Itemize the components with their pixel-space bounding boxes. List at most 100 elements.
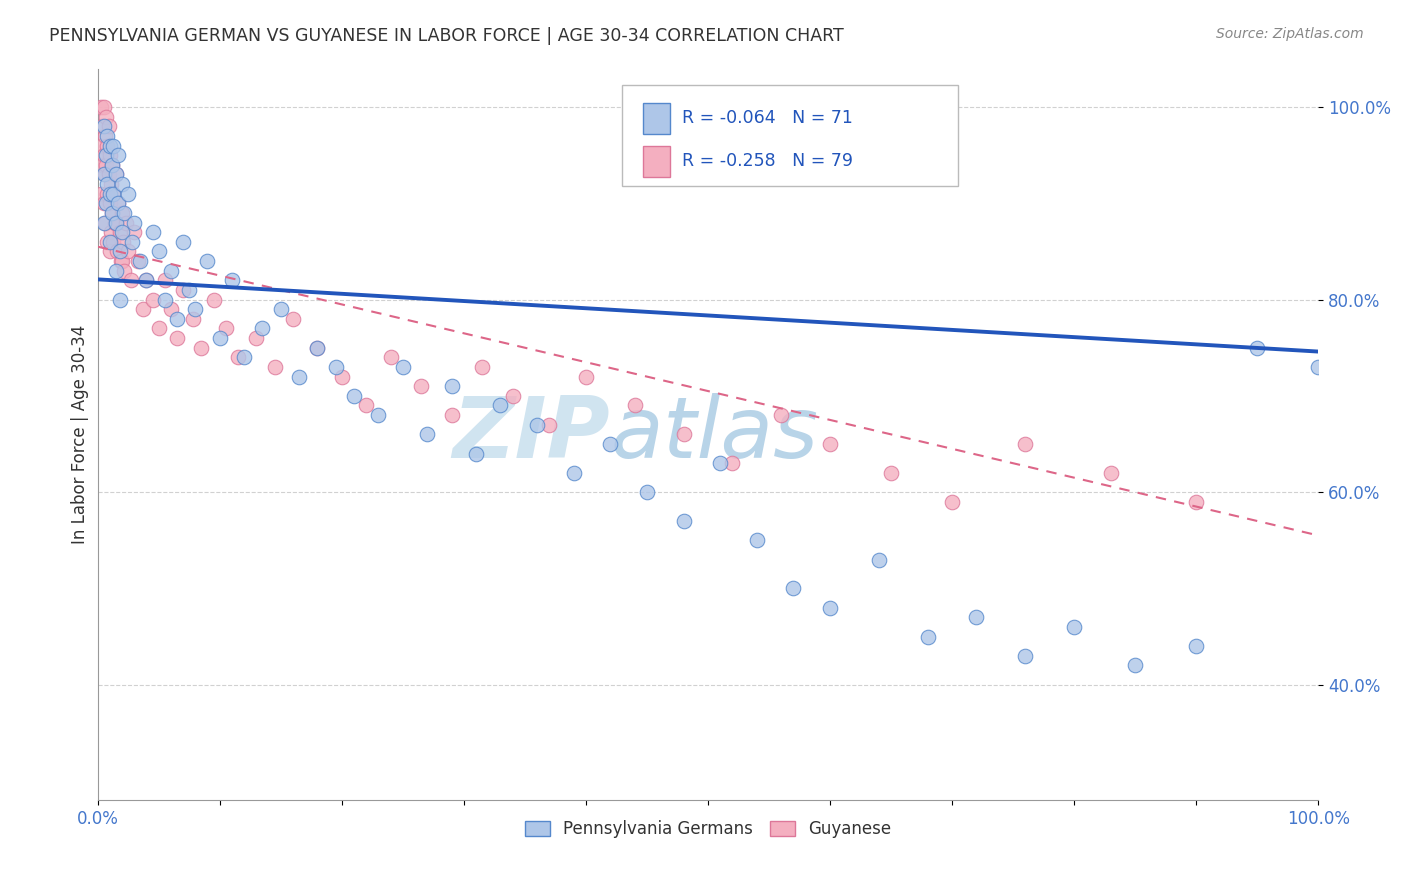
Point <box>471 359 494 374</box>
Point <box>94 148 117 162</box>
Point <box>202 293 225 307</box>
Bar <box>643 103 671 134</box>
Point <box>672 427 695 442</box>
Point <box>221 273 243 287</box>
Point <box>107 196 129 211</box>
Legend: Pennsylvania Germans, Guyanese: Pennsylvania Germans, Guyanese <box>517 814 898 845</box>
Point <box>941 495 963 509</box>
Point <box>159 263 181 277</box>
Point <box>110 254 132 268</box>
Point <box>114 216 136 230</box>
Point <box>172 235 194 249</box>
Point <box>135 273 157 287</box>
Point <box>93 168 115 182</box>
Text: R = -0.258   N = 79: R = -0.258 N = 79 <box>682 153 853 170</box>
Point <box>391 359 413 374</box>
Point <box>111 254 134 268</box>
Point <box>1063 620 1085 634</box>
Point <box>575 369 598 384</box>
Point <box>721 456 744 470</box>
Point <box>101 158 124 172</box>
Point <box>104 168 127 182</box>
Point <box>98 235 121 249</box>
Point <box>100 225 122 239</box>
Point <box>868 552 890 566</box>
Text: Source: ZipAtlas.com: Source: ZipAtlas.com <box>1216 27 1364 41</box>
Point <box>93 148 115 162</box>
Point <box>190 341 212 355</box>
Point <box>93 196 115 211</box>
Point <box>526 417 548 432</box>
Point <box>416 427 439 442</box>
Point <box>93 100 115 114</box>
Point <box>111 225 134 239</box>
Point <box>98 244 121 259</box>
Point <box>141 225 163 239</box>
Point <box>380 351 402 365</box>
Point <box>97 120 120 134</box>
Text: R = -0.064   N = 71: R = -0.064 N = 71 <box>682 109 853 128</box>
Point <box>98 196 121 211</box>
Point <box>108 225 131 239</box>
Point <box>107 148 129 162</box>
Point <box>100 177 122 191</box>
Point <box>104 216 127 230</box>
Point <box>153 293 176 307</box>
Point <box>166 331 188 345</box>
Point <box>1099 466 1122 480</box>
Point <box>159 302 181 317</box>
Point <box>112 263 135 277</box>
Point <box>1185 495 1208 509</box>
Point <box>104 168 127 182</box>
Point <box>101 206 124 220</box>
Point <box>599 437 621 451</box>
Point <box>96 128 118 143</box>
Point <box>966 610 988 624</box>
Point <box>1123 658 1146 673</box>
Point <box>184 302 207 317</box>
Point <box>1014 437 1036 451</box>
Point <box>354 399 377 413</box>
Point <box>129 254 152 268</box>
Point <box>94 216 117 230</box>
Point <box>307 341 329 355</box>
Bar <box>643 146 671 177</box>
Point <box>91 158 114 172</box>
Point <box>1308 359 1330 374</box>
Point <box>330 369 353 384</box>
Point <box>132 302 155 317</box>
Point <box>94 196 117 211</box>
Text: ZIP: ZIP <box>453 392 610 475</box>
Point <box>270 302 292 317</box>
Point <box>90 100 112 114</box>
Point <box>117 244 139 259</box>
Point <box>94 110 117 124</box>
Point <box>489 399 512 413</box>
Point <box>502 389 524 403</box>
Point <box>104 263 127 277</box>
Text: PENNSYLVANIA GERMAN VS GUYANESE IN LABOR FORCE | AGE 30-34 CORRELATION CHART: PENNSYLVANIA GERMAN VS GUYANESE IN LABOR… <box>49 27 844 45</box>
Point <box>98 148 121 162</box>
Point <box>104 216 127 230</box>
Point <box>288 369 311 384</box>
Point <box>97 168 120 182</box>
Point <box>122 225 145 239</box>
Point <box>112 235 135 249</box>
Point <box>233 351 256 365</box>
Point <box>179 283 201 297</box>
Point <box>745 533 768 548</box>
Point <box>91 120 114 134</box>
Point <box>917 630 939 644</box>
Point <box>121 235 143 249</box>
Text: atlas: atlas <box>610 392 818 475</box>
Point <box>226 351 249 365</box>
Point <box>465 447 488 461</box>
Point <box>367 408 389 422</box>
Point <box>108 293 131 307</box>
Point <box>141 293 163 307</box>
Point <box>122 216 145 230</box>
Point <box>818 437 841 451</box>
Point <box>172 283 194 297</box>
Point <box>215 321 238 335</box>
Point <box>93 216 115 230</box>
